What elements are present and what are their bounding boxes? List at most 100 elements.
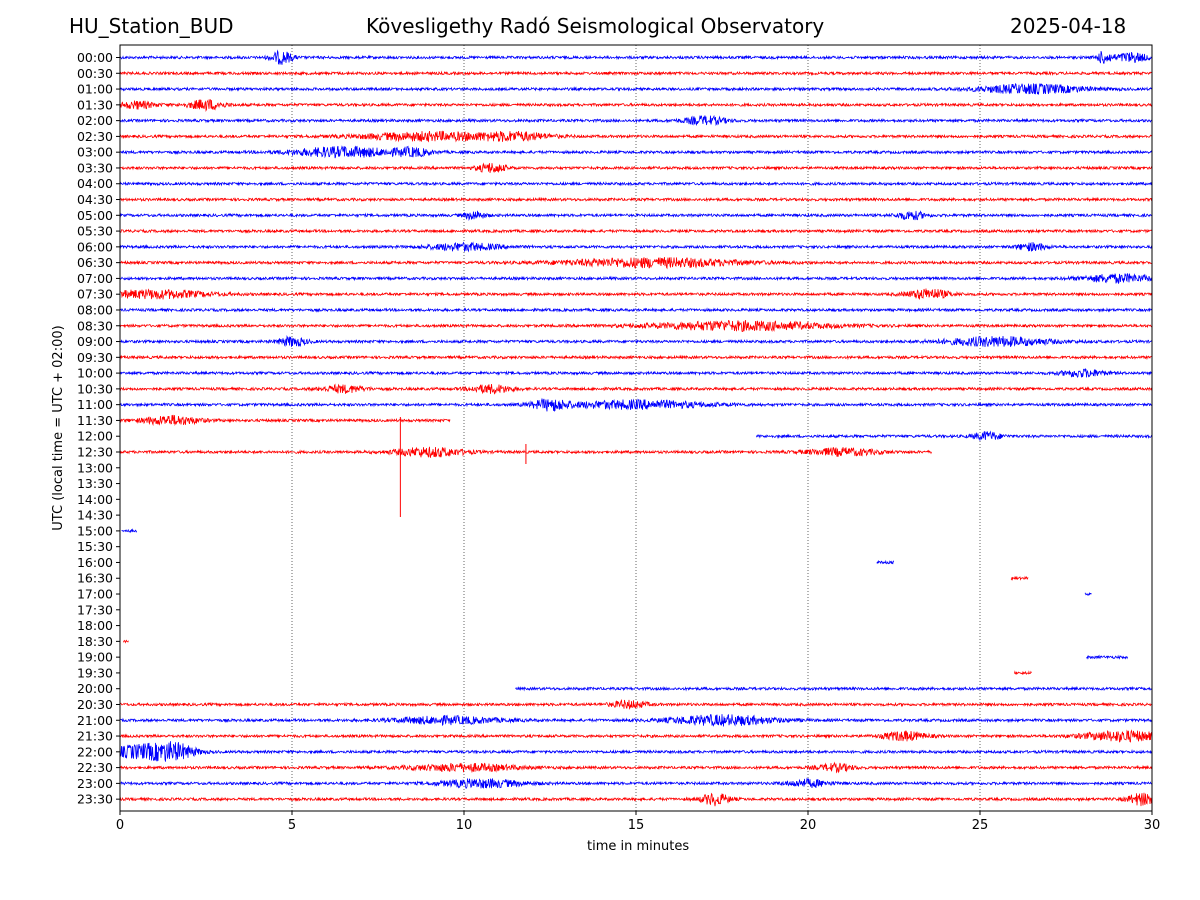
y-tick-label: 03:30 [77,160,113,175]
seismic-trace [515,685,1152,692]
seismic-trace [119,761,1153,774]
seismic-trace [119,698,1153,710]
y-tick-label: 12:00 [77,429,113,444]
y-tick-label: 17:00 [77,587,113,602]
seismic-trace [119,741,1153,762]
y-tick-label: 02:30 [77,129,113,144]
y-tick-label: 12:30 [77,445,113,460]
seismic-trace [119,82,1153,95]
seismic-trace [119,307,1153,313]
seismic-trace [1014,670,1032,676]
seismic-trace [119,130,1153,143]
y-tick-label: 18:30 [77,634,113,649]
y-tick-label: 23:00 [77,776,113,791]
y-tick-label: 04:00 [77,176,113,191]
seismic-trace [119,729,1153,743]
seismic-trace [119,228,1153,234]
y-tick-label: 20:30 [77,697,113,712]
y-tick-label: 04:30 [77,192,113,207]
x-tick-label: 10 [456,818,473,833]
y-tick-label: 13:30 [77,476,113,491]
y-tick-label: 16:30 [77,571,113,586]
y-tick-label: 21:30 [77,729,113,744]
y-tick-label: 01:30 [77,97,113,112]
y-tick-label: 08:30 [77,318,113,333]
seismic-trace [1086,654,1128,660]
seismic-trace [119,383,1153,395]
seismic-trace [876,559,895,565]
seismic-trace [120,114,1153,127]
seismic-trace [119,210,1153,221]
grid-lines [291,45,981,811]
x-axis-label: time in minutes [587,839,689,854]
seismic-trace [119,414,451,427]
y-tick-label: 15:30 [77,539,113,554]
y-tick-label: 14:30 [77,508,113,523]
y-tick-label: 05:30 [77,224,113,239]
x-tick-label: 15 [628,818,645,833]
seismic-trace [119,145,1153,159]
y-tick-label: 22:30 [77,760,113,775]
x-tick-label: 0 [116,818,124,833]
y-tick-label: 21:00 [77,713,113,728]
y-tick-label: 00:30 [77,66,113,81]
seismic-trace [119,180,1153,187]
station-name: HU_Station_BUD [69,14,234,38]
y-tick-label: 06:30 [77,255,113,270]
plot-date: 2025-04-18 [1010,14,1127,38]
x-axis: 0 5 10 15 20 25 30 [116,811,1160,833]
seismic-trace [1010,575,1029,581]
y-tick-label: 01:00 [77,82,113,97]
seismic-trace [119,792,1153,807]
seismic-trace [119,713,1153,727]
y-tick-label: 11:30 [77,413,113,428]
y-tick-label: 10:00 [77,366,113,381]
x-tick-label: 20 [800,818,817,833]
y-tick-label: 20:00 [77,681,113,696]
y-tick-label: 23:30 [77,792,113,807]
seismic-trace [119,241,1153,253]
y-tick-label: 13:00 [77,460,113,475]
y-axis-label: UTC (local time = UTC + 02:00) [51,325,66,530]
seismic-trace [119,162,1153,174]
seismic-trace [119,49,1153,65]
y-tick-label: 19:30 [77,665,113,680]
x-tick-label: 30 [1144,818,1161,833]
y-tick-label: 16:00 [77,555,113,570]
seismic-trace [119,319,1153,333]
y-tick-label: 09:00 [77,334,113,349]
seismic-trace [119,256,1153,270]
y-tick-label: 03:00 [77,145,113,160]
x-tick-label: 5 [288,818,296,833]
y-tick-label: 07:30 [77,287,113,302]
y-axis: 00:0000:3001:0001:3002:0002:3003:0003:30… [77,50,120,807]
y-tick-label: 08:00 [77,302,113,317]
seismic-trace [1084,592,1092,596]
seismic-traces [119,49,1153,807]
seismic-trace [119,98,1153,113]
seismic-trace [119,777,1153,789]
seismic-trace [119,196,1153,203]
seismic-trace [119,397,1153,412]
y-tick-label: 17:30 [77,602,113,617]
seismic-trace [119,273,1153,284]
y-tick-label: 06:00 [77,239,113,254]
y-tick-label: 02:00 [77,113,113,128]
y-tick-label: 00:00 [77,50,113,65]
y-tick-label: 05:00 [77,208,113,223]
seismic-trace [119,70,1153,77]
y-tick-label: 11:00 [77,397,113,412]
y-tick-label: 18:00 [77,618,113,633]
seismic-trace [119,368,1153,378]
seismic-trace [121,528,138,534]
seismic-trace [123,639,129,644]
y-tick-label: 15:00 [77,523,113,538]
observatory-title: Kövesligethy Radó Seismological Observat… [366,14,825,38]
seismic-trace [119,288,1153,300]
seismic-trace [119,334,1153,348]
y-tick-label: 22:00 [77,744,113,759]
y-tick-label: 14:00 [77,492,113,507]
y-tick-label: 07:00 [77,271,113,286]
y-tick-label: 10:30 [77,381,113,396]
